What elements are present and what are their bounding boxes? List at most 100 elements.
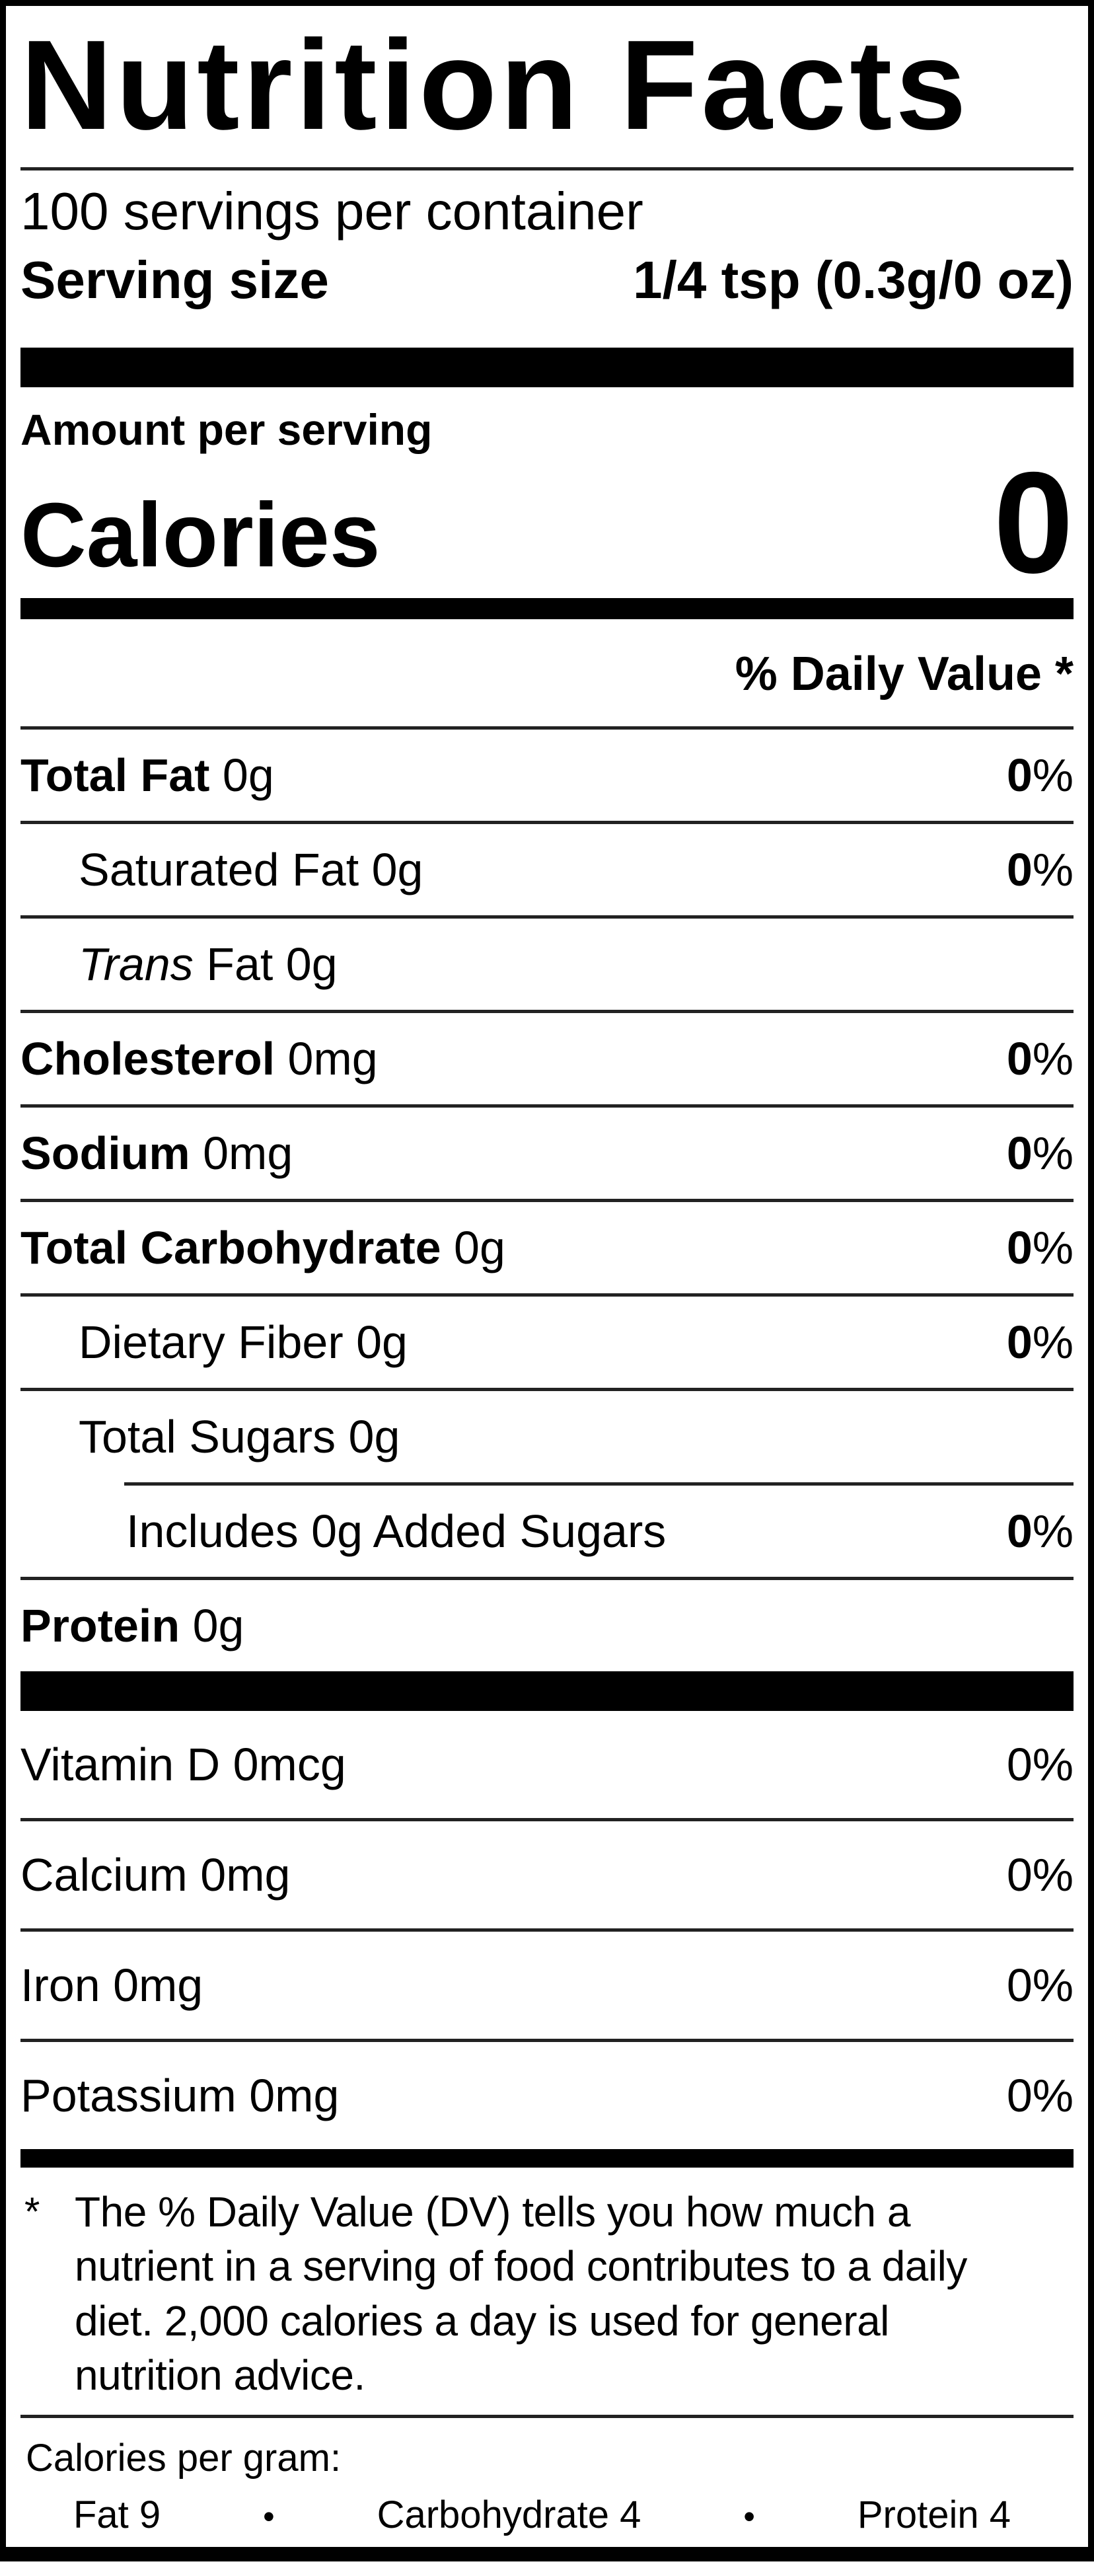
nutrient-name-bold: Cholesterol	[20, 1032, 275, 1084]
nutrient-name-bold: Protein	[20, 1599, 180, 1651]
nutrient-amount: 0g	[180, 1599, 244, 1651]
section-bar-calories	[20, 597, 1074, 619]
nutrient-row-sodium: Sodium 0mg 0%	[20, 1104, 1074, 1199]
nutrient-name-bold: Total Carbohydrate	[20, 1221, 441, 1273]
cpg-item-protein: Protein 4	[857, 2493, 1011, 2537]
vitamin-name: Potassium 0mg	[20, 2069, 340, 2121]
daily-value-percent-sign: %	[1032, 1127, 1074, 1179]
row-divider	[20, 1198, 1074, 1202]
section-bar-footnote	[20, 2148, 1074, 2168]
cpg-item-carbohydrate: Carbohydrate 4	[377, 2493, 641, 2537]
daily-value-percent-sign: %	[1032, 1505, 1074, 1557]
vitamin-name: Calcium 0mg	[20, 1848, 291, 1901]
daily-value-header: % Daily Value *	[735, 647, 1074, 701]
title-divider	[20, 167, 1074, 170]
nutrient-name: Includes 0g Added Sugars	[20, 1505, 666, 1558]
nutrient-name-italic: Trans	[79, 938, 194, 990]
vitamin-row-potassium: Potassium 0mg 0%	[20, 2042, 1074, 2149]
vitamin-daily-value: 0%	[1006, 1738, 1074, 1790]
bullet-separator: •	[263, 2498, 275, 2536]
calories-per-gram-label: Calories per gram:	[26, 2436, 342, 2480]
calories-per-gram: Calories per gram: Fat 9 • Carbohydrate …	[20, 2433, 1074, 2542]
nutrient-name-bold: Total Fat	[20, 749, 210, 801]
row-divider	[20, 1009, 1074, 1013]
nutrient-row-cholesterol: Cholesterol 0mg 0%	[20, 1009, 1074, 1104]
daily-value-cell: 0%	[1007, 1032, 1074, 1085]
nutrient-row-total-carbohydrate: Total Carbohydrate 0g 0%	[20, 1198, 1074, 1293]
nutrient-name: Saturated Fat 0g	[20, 843, 423, 896]
vitamin-name: Iron 0mg	[20, 1959, 203, 2011]
row-divider	[20, 820, 1074, 824]
vitamin-daily-value: 0%	[1006, 1848, 1074, 1901]
daily-value-number: 0	[1006, 1127, 1033, 1179]
calories-row: Calories 0	[20, 442, 1074, 603]
nutrient-name: Trans Fat 0g	[20, 938, 338, 991]
daily-value-percent-sign: %	[1032, 749, 1074, 801]
daily-value-percent-sign: %	[1032, 1221, 1074, 1273]
nutrient-row-dietary-fiber: Dietary Fiber 0g 0%	[20, 1293, 1074, 1388]
vitamin-daily-value: 0%	[1006, 2069, 1074, 2121]
footnote-asterisk: *	[24, 2189, 40, 2234]
daily-value-cell: 0%	[1007, 749, 1074, 802]
daily-value-number: 0	[1006, 1316, 1033, 1368]
nutrient-name: Total Sugars 0g	[20, 1410, 400, 1463]
nutrient-amount: 0mg	[190, 1127, 293, 1179]
label-title: Nutrition Facts	[20, 13, 970, 156]
row-divider	[20, 1104, 1074, 1108]
nutrient-amount: 0g	[209, 749, 274, 801]
serving-size-label: Serving size	[20, 250, 329, 309]
vitamin-name: Vitamin D 0mcg	[20, 1738, 346, 1790]
row-divider	[20, 1817, 1074, 1821]
section-bar-top	[20, 347, 1074, 387]
daily-value-percent-sign: %	[1032, 843, 1074, 895]
nutrient-row-total-fat: Total Fat 0g 0%	[20, 726, 1074, 821]
calories-label: Calories	[20, 484, 381, 586]
row-divider-indented	[124, 1482, 1074, 1486]
row-divider	[20, 1928, 1074, 1932]
nutrient-name: Total Carbohydrate 0g	[20, 1221, 505, 1274]
vitamin-row-calcium: Calcium 0mg 0%	[20, 1821, 1074, 1928]
nutrient-row-total-sugars: Total Sugars 0g	[20, 1387, 1074, 1482]
nutrient-amount: 0g	[441, 1221, 505, 1273]
serving-size-row: Serving size 1/4 tsp (0.3g/0 oz)	[20, 246, 1074, 315]
nutrient-amount: Includes 0g Added Sugars	[126, 1505, 667, 1557]
vitamin-row-iron: Iron 0mg 0%	[20, 1932, 1074, 2039]
daily-value-cell: 0%	[1007, 1316, 1074, 1369]
nutrient-row-added-sugars: Includes 0g Added Sugars 0%	[20, 1482, 1074, 1577]
vitamin-daily-value: 0%	[1006, 1959, 1074, 2011]
calories-value: 0	[993, 442, 1074, 603]
nutrient-name: Cholesterol 0mg	[20, 1032, 378, 1085]
calories-per-gram-row: Fat 9 • Carbohydrate 4 • Protein 4	[20, 2489, 1074, 2541]
nutrient-row-protein: Protein 0g	[20, 1576, 1074, 1671]
daily-value-percent-sign: %	[1032, 1032, 1074, 1084]
footnote: * The % Daily Value (DV) tells you how m…	[20, 2168, 1074, 2403]
row-divider	[20, 1387, 1074, 1391]
nutrient-row-saturated-fat: Saturated Fat 0g 0%	[20, 820, 1074, 915]
nutrient-amount: Dietary Fiber 0g	[79, 1316, 408, 1368]
cpg-item-fat: Fat 9	[73, 2493, 161, 2537]
nutrient-amount: Fat 0g	[193, 938, 338, 990]
nutrient-name: Protein 0g	[20, 1599, 244, 1652]
row-divider	[20, 1576, 1074, 1580]
nutrient-name: Dietary Fiber 0g	[20, 1316, 408, 1369]
daily-value-cell: 0%	[1007, 1221, 1074, 1274]
daily-value-number: 0	[1006, 1032, 1033, 1084]
daily-value-cell: 0%	[1007, 1505, 1074, 1558]
footnote-divider	[20, 2414, 1074, 2418]
footnote-text: The % Daily Value (DV) tells you how muc…	[75, 2187, 967, 2400]
serving-size-value: 1/4 tsp (0.3g/0 oz)	[633, 250, 1074, 309]
row-divider	[20, 915, 1074, 919]
vitamin-row-vitamin-d: Vitamin D 0mcg 0%	[20, 1711, 1074, 1818]
daily-value-cell: 0%	[1007, 1127, 1074, 1180]
daily-value-number: 0	[1006, 843, 1033, 895]
row-divider	[20, 2038, 1074, 2042]
section-bar-vitamins	[20, 1671, 1074, 1711]
daily-value-number: 0	[1006, 1505, 1033, 1557]
row-divider	[20, 1293, 1074, 1297]
bullet-separator: •	[743, 2498, 755, 2536]
nutrient-name: Sodium 0mg	[20, 1127, 293, 1180]
nutrient-amount: 0mg	[275, 1032, 378, 1084]
servings-per-container: 100 servings per container	[20, 181, 643, 241]
daily-value-number: 0	[1006, 1221, 1033, 1273]
